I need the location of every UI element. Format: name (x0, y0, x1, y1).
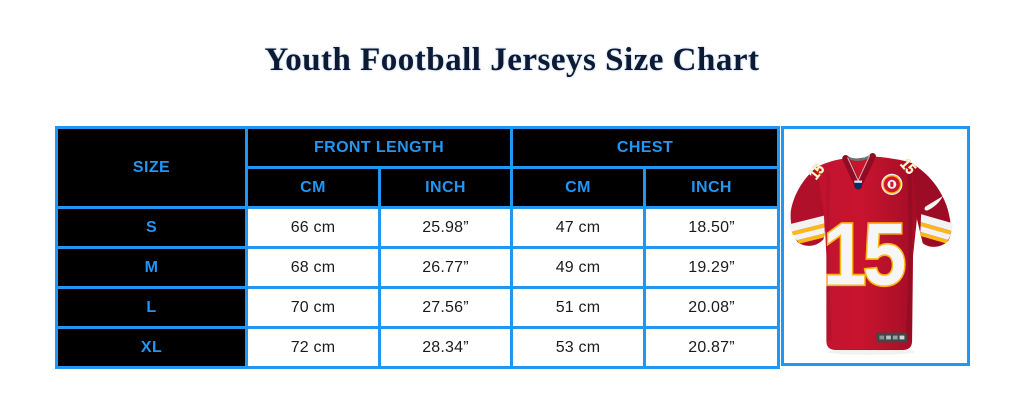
chest-inch-value: 18.50” (642, 206, 781, 249)
front-cm-value: 72 cm (245, 326, 381, 369)
chest-inch-value: 20.87” (642, 326, 781, 369)
chest-cm-value: 53 cm (510, 326, 646, 369)
header-chest-inch: INCH (642, 166, 781, 209)
page-title: Youth Football Jerseys Size Chart (264, 42, 760, 78)
chest-inch-value: 19.29” (642, 246, 781, 289)
table-row: L 70 cm 27.56” 51 cm 20.08” (55, 286, 781, 329)
front-cm-value: 70 cm (245, 286, 381, 329)
front-inch-value: 25.98” (378, 206, 513, 249)
table-row: M 68 cm 26.77” 49 cm 19.29” (55, 246, 781, 289)
chest-cm-value: 49 cm (510, 246, 646, 289)
jersey-number: 15 (823, 204, 905, 304)
size-label-xl: XL (55, 326, 248, 369)
header-front-length: FRONT LENGTH (245, 126, 513, 169)
size-label-m: M (55, 246, 248, 289)
nike-swoosh-icon (924, 195, 943, 211)
header-chest: CHEST (509, 126, 781, 169)
size-label-l: L (55, 286, 248, 329)
chest-cm-value: 51 cm (510, 286, 646, 329)
table-row: S 66 cm 25.98” 47 cm 18.50” (55, 206, 781, 249)
front-cm-value: 66 cm (245, 206, 381, 249)
size-label-s: S (55, 206, 248, 249)
size-chart-table: SIZE FRONT LENGTH CHEST CM INCH CM INCH … (55, 126, 781, 369)
header-front-cm: CM (245, 166, 381, 209)
front-inch-value: 28.34” (378, 326, 513, 369)
jersey-image-box: 15 15 15 (781, 126, 970, 366)
front-cm-value: 68 cm (245, 246, 381, 289)
header-size: SIZE (55, 126, 248, 209)
front-inch-value: 27.56” (378, 286, 513, 329)
chiefs-patch-icon (881, 173, 903, 195)
table-header-units-row: CM INCH CM INCH (57, 166, 781, 209)
jersey-left-sleeve (784, 167, 832, 249)
jersey-body (816, 156, 917, 351)
table-header-group-row: SIZE FRONT LENGTH CHEST (55, 126, 781, 209)
chest-cm-value: 47 cm (510, 206, 646, 249)
jersey-image: 15 15 15 (784, 153, 967, 355)
nfl-shield-icon (854, 180, 863, 190)
front-inch-value: 26.77” (378, 246, 513, 289)
chest-inch-value: 20.08” (642, 286, 781, 329)
table-row: XL 72 cm 28.34” 53 cm 20.87” (55, 326, 781, 369)
header-front-inch: INCH (378, 166, 513, 209)
jersey-jock-tag (876, 332, 908, 343)
header-chest-cm: CM (510, 166, 646, 209)
